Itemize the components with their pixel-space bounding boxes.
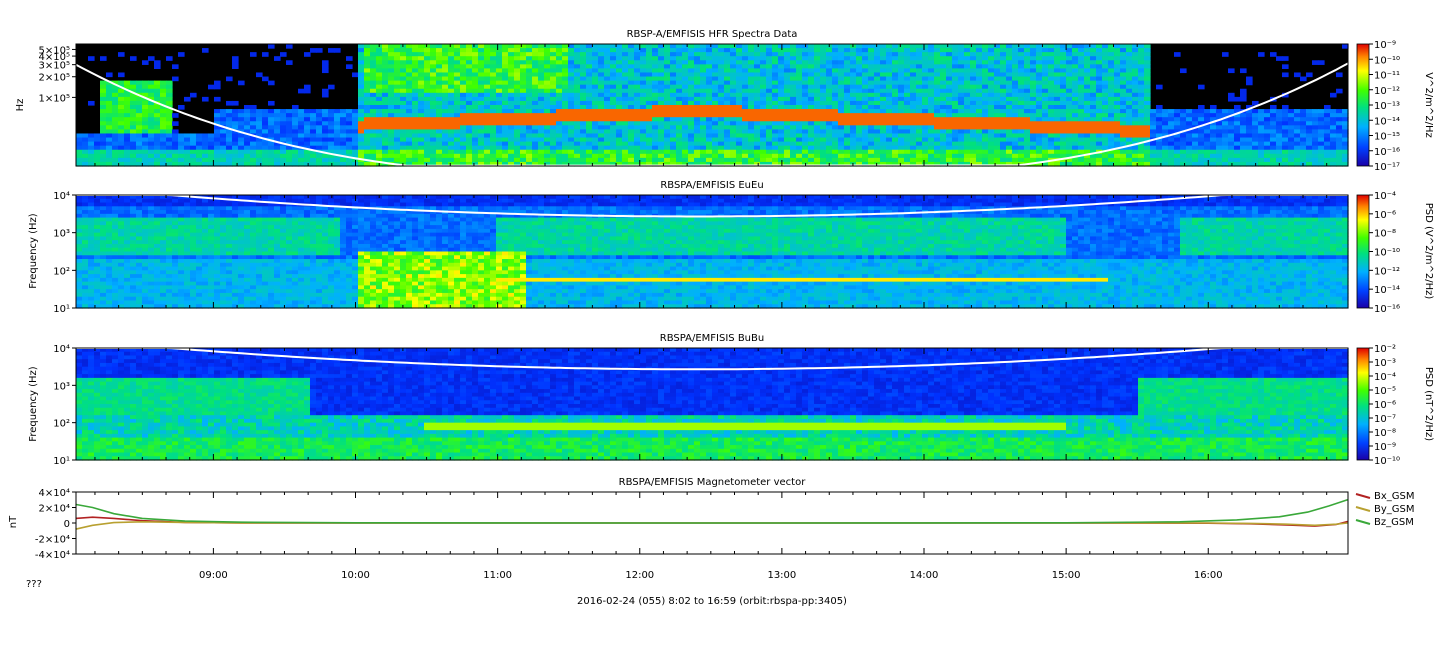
colorbar-tick-label: 10⁻⁹ — [1374, 442, 1396, 453]
ylabel-hfr: Hz — [15, 99, 26, 112]
ytick-label: 0 — [64, 519, 70, 530]
time-tick-label: 11:00 — [483, 570, 512, 581]
footer-left-label: ??? — [26, 579, 42, 590]
yticks-bubu: 10⁴ 10³ 10² 10¹ — [53, 344, 76, 467]
colorbar-tick-label: 10⁻⁹ — [1374, 40, 1396, 51]
colorbar-tick-label: 10⁻⁸ — [1374, 229, 1396, 240]
ytick-label: -4×10⁴ — [35, 550, 70, 561]
colorbar-label-eueu: PSD (V^2/m^2/Hz) — [1423, 203, 1434, 300]
panel-title-bubu: RBSPA/EMFISIS BuBu — [660, 333, 764, 344]
colorbar-tick-label: 10⁻¹⁰ — [1374, 456, 1400, 467]
colorbar-tick-label: 10⁻⁴ — [1374, 191, 1396, 202]
ylabel-mag: nT — [8, 515, 19, 528]
ytick-label: 2×10⁵ — [39, 73, 70, 84]
ylabel-eueu: Frequency (Hz) — [28, 213, 39, 289]
ytick-label: 10² — [53, 419, 70, 430]
colorbar-tick-label: 10⁻¹² — [1374, 86, 1400, 97]
ytick-label: 4×10⁴ — [39, 488, 70, 499]
yticks-mag: 4×10⁴ 2×10⁴ 0 -2×10⁴ -4×10⁴ — [35, 488, 76, 561]
colorbar-tick-label: 10⁻¹³ — [1374, 101, 1400, 112]
colorbar-hfr — [1356, 43, 1370, 167]
ytick-label: 3×10⁵ — [39, 61, 70, 72]
colorbar-tick-label: 10⁻¹⁶ — [1374, 304, 1400, 315]
xticks-eueu — [94, 195, 1328, 308]
colorbar-tick-label: 10⁻⁸ — [1374, 428, 1396, 439]
footer-date-label: 2016-02-24 (055) 8:02 to 16:59 (orbit:rb… — [577, 596, 847, 607]
panel-magnetometer: RBSPA/EMFISIS Magnetometer vector nT 4×1… — [8, 477, 1415, 561]
ytick-label: 10² — [53, 266, 70, 277]
time-tick-label: 13:00 — [767, 570, 796, 581]
time-tick-label: 15:00 — [1052, 570, 1081, 581]
colorbar-tick-label: 10⁻¹⁰ — [1374, 248, 1400, 259]
colorbar-tick-label: 10⁻¹² — [1374, 266, 1400, 277]
ytick-label: 10³ — [53, 229, 70, 240]
colorbar-tick-label: 10⁻² — [1374, 344, 1396, 355]
time-tick-label: 12:00 — [625, 570, 654, 581]
xticks-mag — [94, 492, 1328, 554]
colorbar-ticks-bubu: 10⁻² 10⁻³ 10⁻⁴ 10⁻⁵ 10⁻⁶ 10⁻⁷ 10⁻⁸ 10⁻⁹ 10⁻¹⁰ — [1369, 344, 1400, 467]
ytick-label: 10⁴ — [53, 191, 70, 202]
heatmap-eueu — [76, 194, 1349, 309]
series-line-bz_gsm — [75, 499, 1348, 524]
colorbar-tick-label: 10⁻¹⁵ — [1374, 132, 1400, 143]
colorbar-tick-label: 10⁻⁶ — [1374, 210, 1396, 221]
magnetometer-lines — [75, 499, 1348, 530]
colorbar-ticks-eueu: 10⁻⁴ 10⁻⁶ 10⁻⁸ 10⁻¹⁰ 10⁻¹² 10⁻¹⁴ 10⁻¹⁶ — [1369, 191, 1400, 315]
colorbar-tick-label: 10⁻¹¹ — [1374, 71, 1400, 82]
ytick-label: 4×10⁵ — [39, 52, 70, 63]
colorbar-tick-label: 10⁻¹⁰ — [1374, 55, 1400, 66]
colorbar-bubu — [1356, 347, 1370, 461]
colorbar-label-bubu: PSD (nT^2/Hz) — [1423, 367, 1434, 441]
panel-eueu: RBSPA/EMFISIS EuEu Frequency (Hz) 10⁴ 10³… — [28, 180, 1434, 315]
ytick-label: 2×10⁴ — [39, 504, 70, 515]
colorbar-tick-label: 10⁻³ — [1374, 358, 1396, 369]
time-tick-label: 09:00 — [199, 570, 228, 581]
colorbar-label-hfr: V^2/m^2/Hz — [1423, 72, 1434, 138]
panel-title-eueu: RBSPA/EMFISIS EuEu — [660, 180, 763, 191]
colorbar-tick-label: 10⁻¹⁷ — [1374, 162, 1400, 173]
ytick-label: 1×10⁵ — [39, 93, 70, 104]
legend-entry: Bx_GSM — [1374, 491, 1415, 502]
panel-title-mag: RBSPA/EMFISIS Magnetometer vector — [619, 477, 807, 488]
heatmap-bubu — [76, 347, 1349, 461]
legend-entry: Bz_GSM — [1374, 517, 1414, 528]
time-tick-label: 10:00 — [341, 570, 370, 581]
colorbar-tick-label: 10⁻⁷ — [1374, 414, 1396, 425]
yticks-eueu: 10⁴ 10³ 10² 10¹ — [53, 191, 76, 315]
colorbar-tick-label: 10⁻¹⁶ — [1374, 147, 1400, 158]
colorbar-ticks-hfr: 10⁻⁹ 10⁻¹⁰ 10⁻¹¹ 10⁻¹² 10⁻¹³ 10⁻¹⁴ 10⁻¹⁵ 10⁻¹⁶ 1… — [1369, 40, 1400, 173]
colorbar-tick-label: 10⁻⁶ — [1374, 400, 1396, 411]
time-tick-label: 16:00 — [1194, 570, 1223, 581]
colorbar-tick-label: 10⁻¹⁴ — [1374, 116, 1400, 127]
legend-entry: By_GSM — [1374, 504, 1415, 515]
colorbar-tick-label: 10⁻⁴ — [1374, 372, 1396, 383]
ytick-label: 10¹ — [53, 456, 70, 467]
legend-mag: Bx_GSM By_GSM Bz_GSM — [1355, 491, 1415, 528]
ytick-label: 10¹ — [53, 304, 70, 315]
time-tick-labels: 09:00 10:00 11:00 12:00 13:00 14:00 15:00 16:00 — [199, 570, 1223, 581]
xticks-hfr — [94, 44, 1328, 166]
panel-hfr-spectra: RBSP-A/EMFISIS HFR Spectra Data Hz 5×10⁵… — [15, 29, 1434, 173]
colorbar-eueu — [1356, 194, 1370, 309]
ytick-label: -2×10⁴ — [35, 535, 70, 546]
time-tick-label: 14:00 — [910, 570, 939, 581]
colorbar-tick-label: 10⁻¹⁴ — [1374, 285, 1400, 296]
panel-title-hfr: RBSP-A/EMFISIS HFR Spectra Data — [627, 29, 798, 40]
ytick-label: 5×10⁵ — [39, 45, 70, 56]
panel-bubu: RBSPA/EMFISIS BuBu Frequency (Hz) 10⁴ 10³… — [28, 333, 1434, 467]
colorbar-tick-label: 10⁻⁵ — [1374, 386, 1396, 397]
ytick-label: 10⁴ — [53, 344, 70, 355]
heatmap-hfr — [75, 44, 1349, 167]
ylabel-bubu: Frequency (Hz) — [28, 366, 39, 442]
xticks-bubu — [94, 348, 1328, 460]
ytick-label: 10³ — [53, 381, 70, 392]
